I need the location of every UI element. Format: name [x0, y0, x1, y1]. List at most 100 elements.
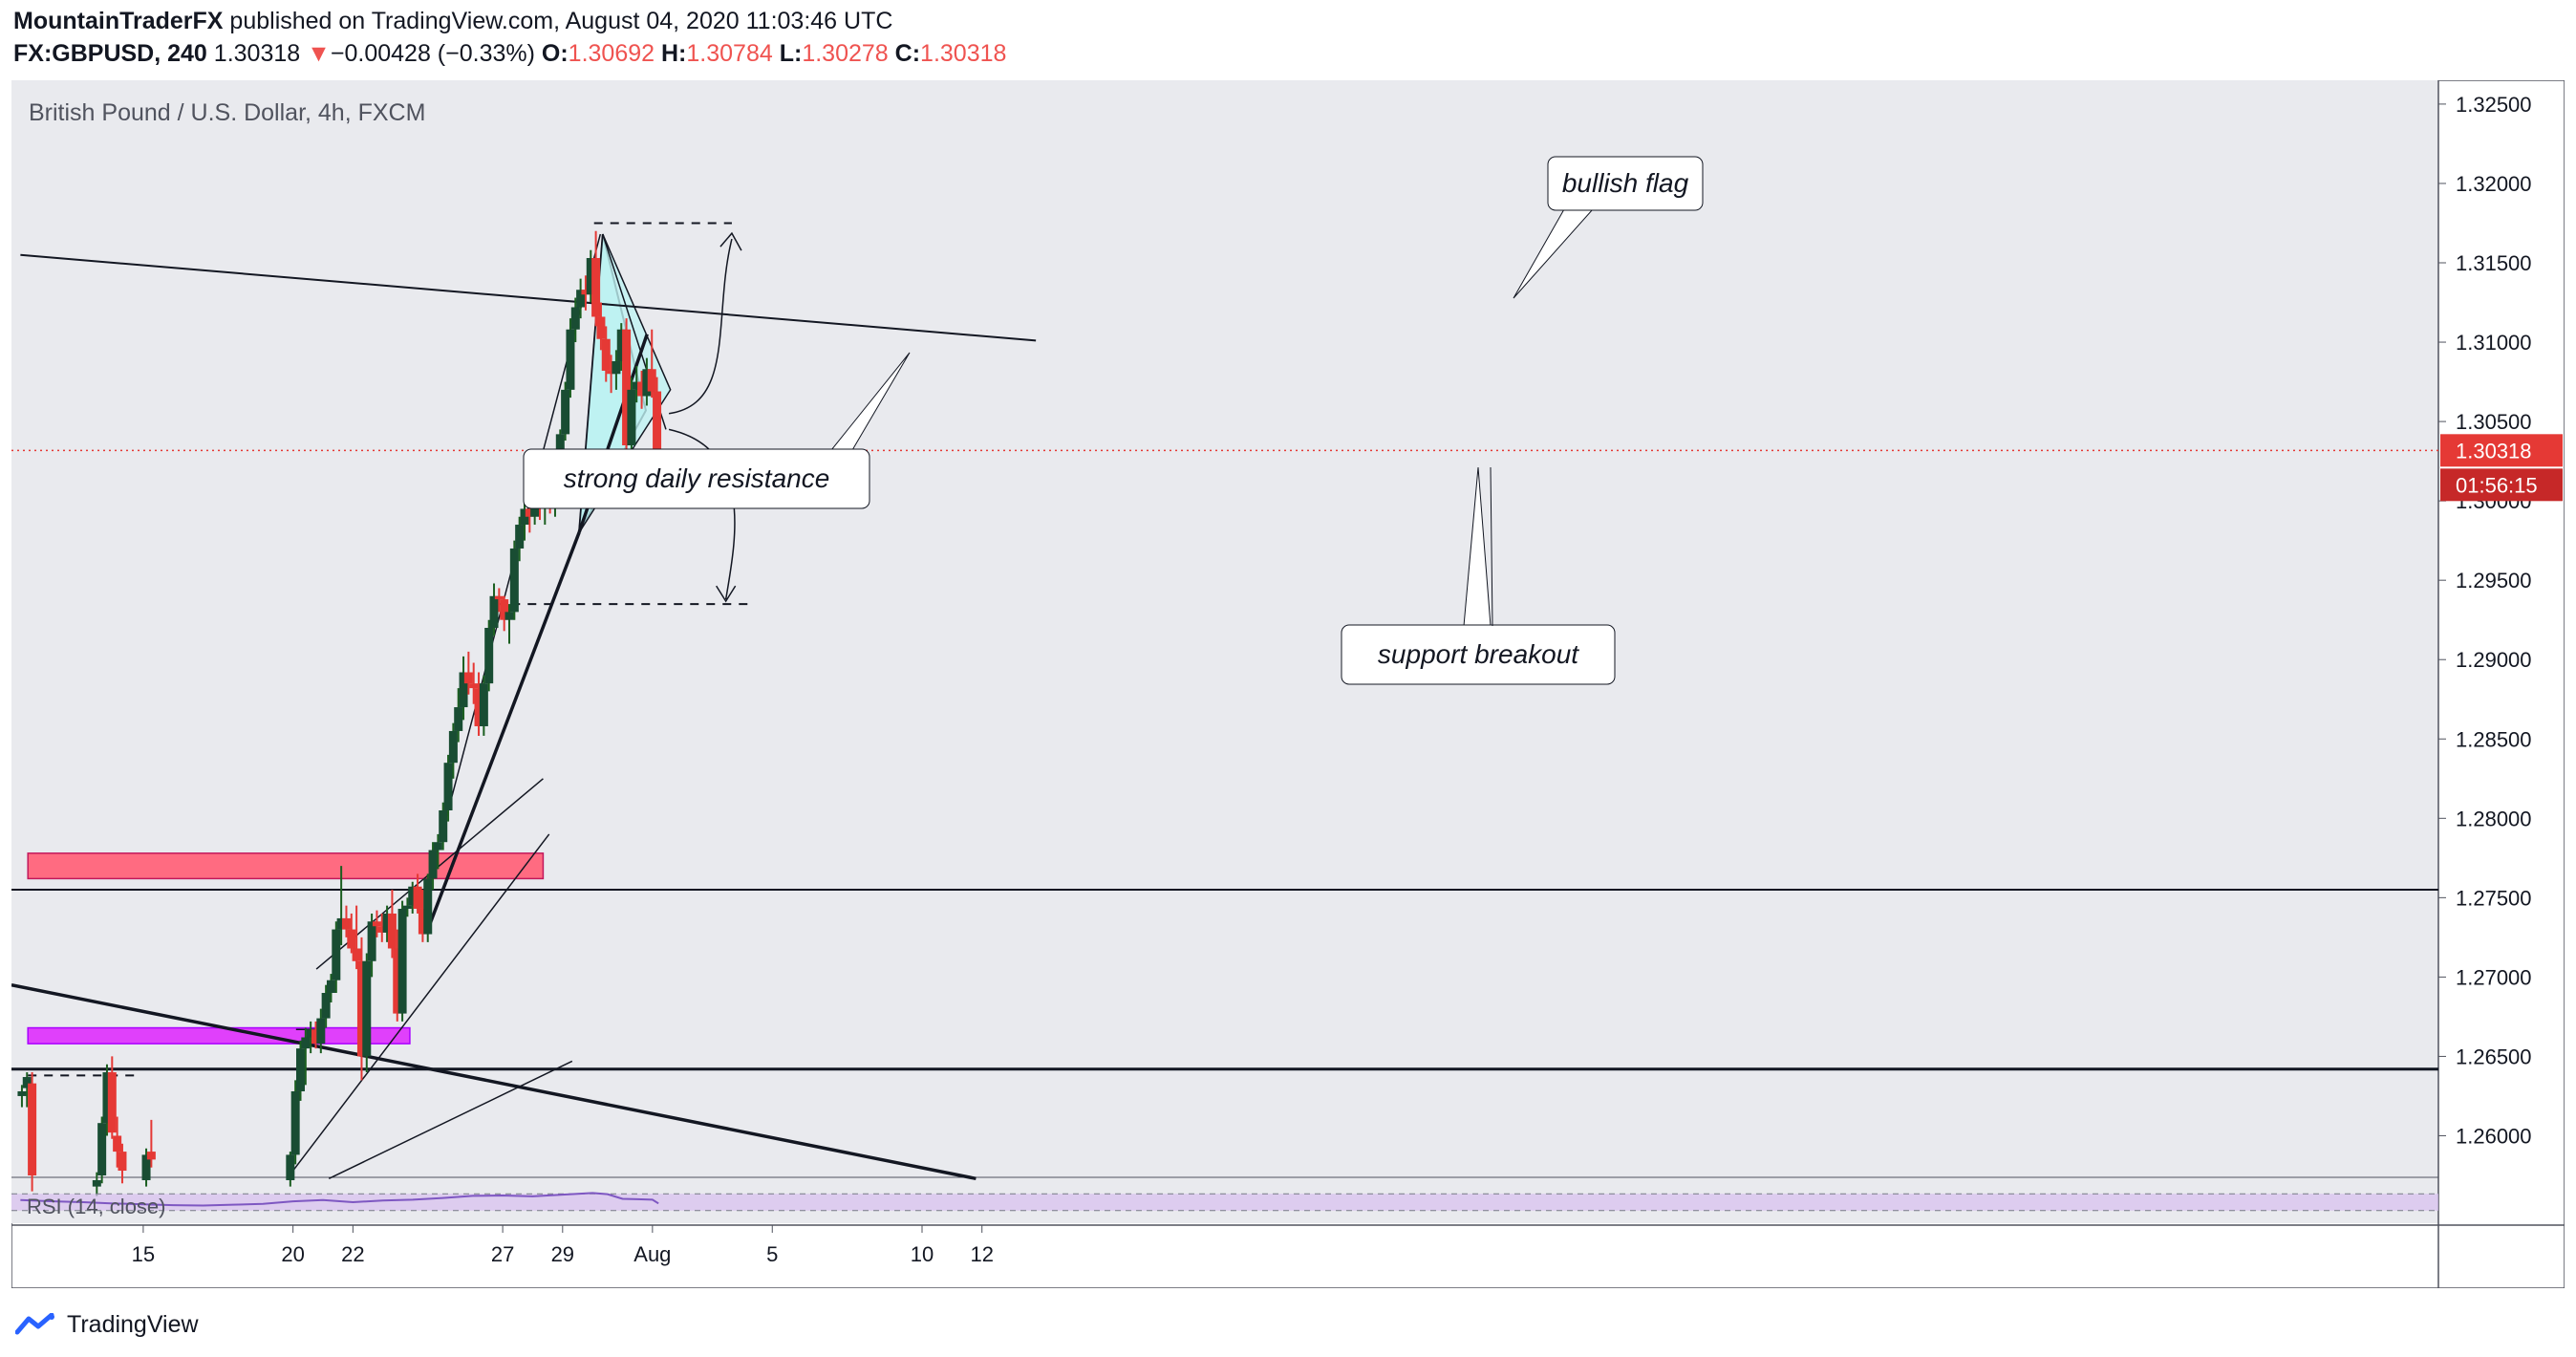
x-tick-label: 22 — [341, 1242, 364, 1266]
candle-body — [463, 672, 473, 684]
candle-down — [500, 595, 509, 632]
candle-down — [311, 1021, 320, 1049]
y-tick-label: 1.27000 — [2456, 965, 2532, 989]
candle-up — [433, 833, 442, 870]
candle-down — [28, 1072, 37, 1192]
candle-up — [443, 754, 453, 822]
candle-body — [632, 381, 641, 390]
candle-body — [321, 993, 331, 1019]
candle-up — [428, 842, 438, 891]
author-name[interactable]: MountainTraderFX — [13, 8, 224, 34]
y-tick-label: 1.28000 — [2456, 807, 2532, 830]
y-tick-label: 1.32500 — [2456, 93, 2532, 117]
candle-up — [295, 1040, 305, 1101]
candle-body — [397, 908, 407, 1014]
down-arrow-icon: ▼ — [307, 40, 331, 67]
tradingview-logo-icon — [15, 1313, 54, 1335]
candle-body — [647, 369, 656, 392]
y-tick-label: 1.31500 — [2456, 251, 2532, 275]
published-text: published on TradingView.com, August 04,… — [229, 8, 893, 34]
candle-down — [469, 662, 479, 704]
candle-body — [141, 1154, 151, 1180]
price-change: −0.00428 (−0.33%) — [330, 40, 535, 67]
candle-body — [356, 960, 366, 1057]
x-tick-label: 12 — [970, 1242, 993, 1266]
candle-body — [428, 850, 438, 879]
candle-up — [290, 1080, 300, 1165]
candle-body — [316, 1018, 326, 1045]
candle-body — [494, 595, 504, 600]
symbol-label: FX:GBPUSD, 240 — [13, 40, 207, 67]
low-label: L: — [779, 40, 803, 67]
candle-body — [479, 683, 488, 726]
candle-up — [439, 802, 448, 851]
y-tick-label: 1.26500 — [2456, 1045, 2532, 1068]
candle-up — [586, 249, 595, 303]
candle-body — [382, 913, 392, 933]
open-value: 1.30692 — [568, 40, 655, 67]
arrow-head-up-icon — [719, 231, 742, 251]
candle-down — [393, 929, 402, 1022]
candle-up — [616, 323, 626, 371]
x-tick-label: Aug — [633, 1242, 671, 1266]
x-tick-label: 15 — [132, 1242, 155, 1266]
callout-box — [1341, 624, 1616, 685]
candle-down — [418, 890, 427, 942]
candle-body — [347, 929, 356, 949]
candle-body — [566, 329, 575, 390]
candle-up — [408, 881, 418, 914]
countdown-tag — [2440, 468, 2563, 502]
candle-up — [454, 688, 463, 743]
candle-up — [566, 318, 575, 398]
candle-down — [377, 913, 387, 942]
candle-body — [387, 913, 397, 949]
candle-body — [17, 1090, 27, 1096]
candle-body — [509, 548, 519, 613]
support-zone-pink — [27, 1026, 411, 1045]
footer: TradingView — [15, 1305, 199, 1344]
candle-up — [92, 1172, 101, 1196]
candle-up — [423, 873, 433, 942]
candle-down — [352, 905, 361, 970]
candle-down — [356, 937, 366, 1081]
candle-body — [306, 1029, 315, 1038]
candle-up — [326, 974, 335, 1002]
chart-area[interactable]: 1.32500 1.32000 1.31500 1.31000 1.30500 1.300… — [11, 79, 2565, 1289]
candle-body — [601, 338, 611, 371]
callout-box — [1547, 156, 1704, 211]
channel-support-line — [426, 531, 581, 931]
candle-body — [22, 1077, 32, 1088]
candle-body — [520, 508, 529, 526]
candle-body — [286, 1154, 295, 1180]
candle-up — [141, 1148, 151, 1187]
candle-body — [418, 908, 427, 935]
arrow-head-down-icon — [716, 585, 737, 603]
y-tick-label: 1.26000 — [2456, 1124, 2532, 1148]
rsi-band — [11, 1194, 2438, 1211]
candle-up — [632, 365, 641, 403]
candle-body — [332, 929, 341, 980]
candle-body — [474, 688, 483, 726]
candle-up — [489, 583, 499, 636]
candle-down — [601, 326, 611, 382]
candle-body — [596, 316, 606, 339]
x-tick-label: 20 — [281, 1242, 304, 1266]
candle-up — [102, 1064, 112, 1136]
candle-body — [500, 599, 509, 620]
tradingview-brand[interactable]: TradingView — [67, 1310, 199, 1338]
x-tick-label: 29 — [551, 1242, 574, 1266]
low-value: 1.30278 — [802, 40, 889, 67]
candle-body — [448, 730, 458, 764]
candle-body — [616, 329, 626, 361]
downtrend-line — [11, 982, 977, 1181]
price-chart[interactable]: 1.325001.320001.315001.310001.305001.300… — [11, 79, 2565, 1289]
candle-body — [92, 1179, 101, 1187]
chart-title: British Pound / U.S. Dollar, 4h, FXCM — [29, 99, 425, 126]
candle-up — [515, 516, 525, 562]
rsi-line — [20, 1192, 659, 1207]
candle-down — [463, 651, 473, 695]
candle-body — [393, 948, 402, 1014]
candle-body — [146, 1152, 156, 1160]
candle-body — [377, 926, 387, 933]
candle-body — [362, 960, 372, 1057]
